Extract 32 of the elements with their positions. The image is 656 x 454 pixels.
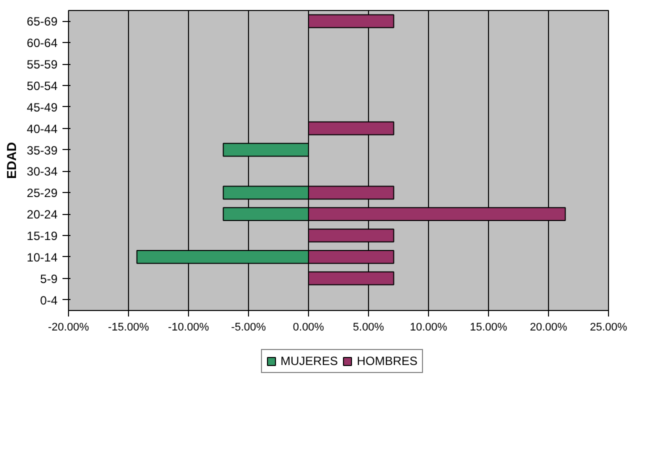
y-tick-label: 45-49 xyxy=(26,100,58,114)
legend-label: MUJERES xyxy=(280,354,338,368)
y-tick-label: 60-64 xyxy=(26,36,58,50)
y-tick-label: 30-34 xyxy=(26,164,58,179)
y-tick-label: 55-59 xyxy=(26,58,58,72)
y-tick-label: 35-39 xyxy=(26,143,58,158)
x-tick-label: -5.00% xyxy=(231,322,266,334)
y-tick-label: 50-54 xyxy=(26,79,58,93)
x-tick-label: 5.00% xyxy=(352,322,384,334)
bar xyxy=(308,228,394,242)
x-tick-label: -20.00% xyxy=(48,322,90,334)
y-tick-label: 40-44 xyxy=(26,122,58,136)
x-tick-label: 15.00% xyxy=(470,322,508,334)
bar xyxy=(308,271,394,286)
y-tick-label: 25-29 xyxy=(26,186,58,200)
x-tick-label: -10.00% xyxy=(168,322,210,334)
bar xyxy=(308,14,394,28)
y-tick-label: 15-19 xyxy=(26,229,58,243)
x-tick-label: 0.00% xyxy=(292,322,324,334)
legend-label: HOMBRES xyxy=(356,354,418,368)
y-tick-label: 65-69 xyxy=(26,14,58,29)
bar xyxy=(222,142,309,157)
y-tick-label: 20-24 xyxy=(26,208,58,222)
y-tick-label: 5-9 xyxy=(40,272,58,286)
y-tick-label: 0-4 xyxy=(40,293,58,308)
x-tick-label: -15.00% xyxy=(108,322,150,334)
x-tick-label: 20.00% xyxy=(530,322,568,334)
x-tick-label: 25.00% xyxy=(590,322,628,334)
y-tick-label: 10-14 xyxy=(26,250,58,264)
y-axis-title: EDAD xyxy=(4,142,19,179)
bar xyxy=(308,121,394,136)
x-tick-label: 10.00% xyxy=(410,322,448,334)
